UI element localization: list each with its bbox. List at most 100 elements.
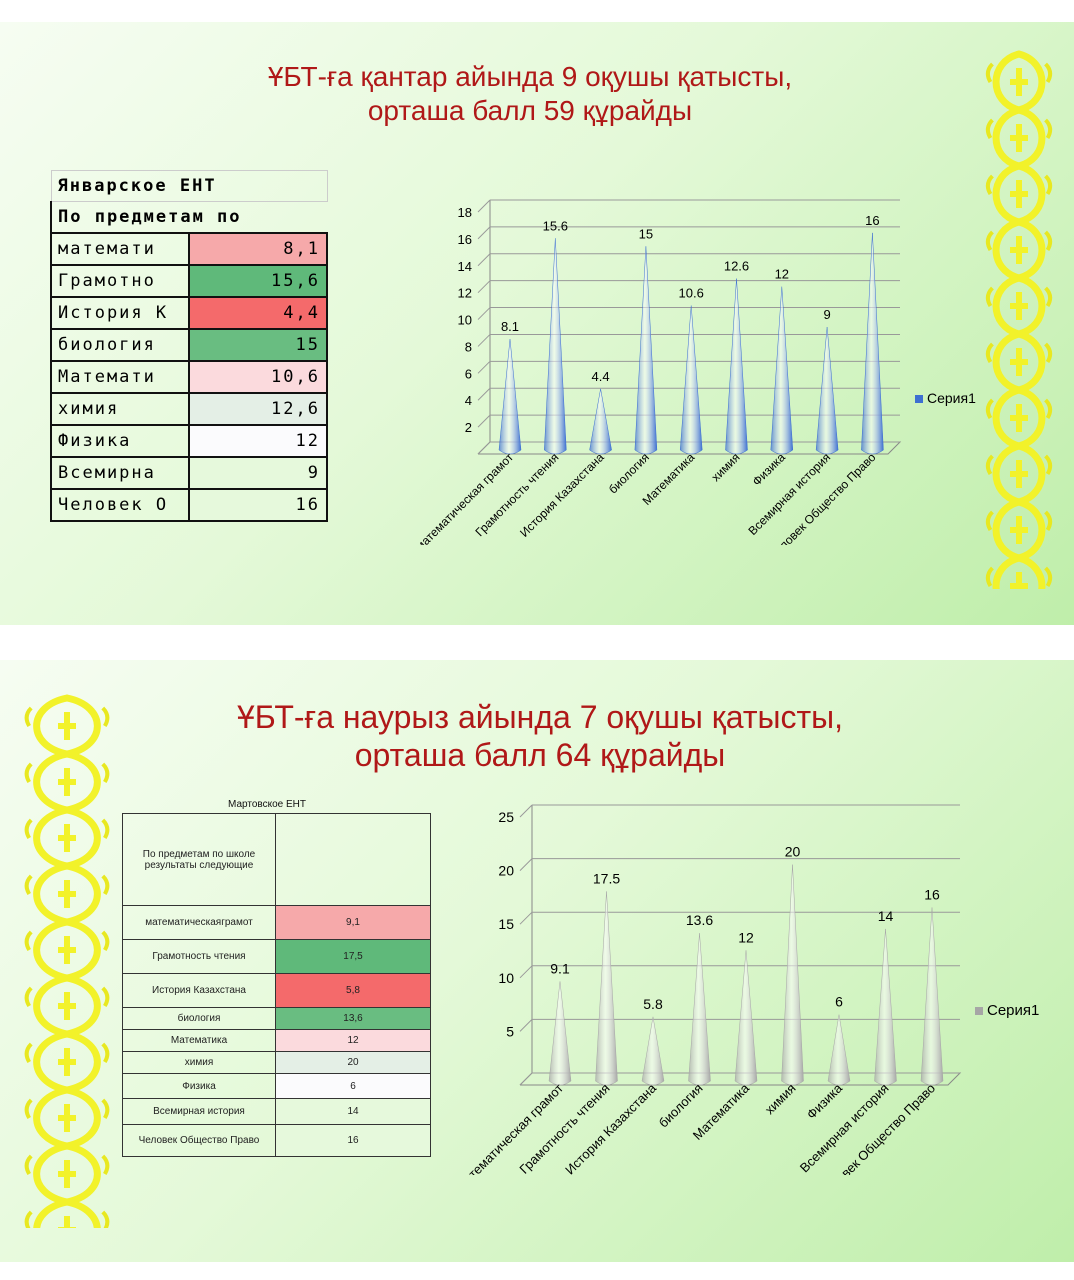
data-label: 12.6 bbox=[724, 259, 749, 274]
score-cell: 13,6 bbox=[275, 1007, 431, 1030]
table-caption: Мартовское ЕНТ bbox=[228, 799, 306, 810]
gridline-depth bbox=[519, 858, 533, 871]
gridline-depth bbox=[519, 911, 533, 925]
cone-bar bbox=[589, 388, 612, 455]
cone-bar bbox=[734, 950, 758, 1086]
cone-bar bbox=[874, 928, 897, 1086]
gridline-depth bbox=[519, 965, 533, 979]
data-label: 9 bbox=[823, 307, 830, 322]
y-tick-label: 16 bbox=[458, 232, 472, 247]
x-tick-label: биология bbox=[606, 450, 652, 496]
score-cell: 6 bbox=[275, 1073, 431, 1099]
x-tick-label: Всемирная история bbox=[745, 450, 833, 538]
gridline-depth bbox=[477, 253, 491, 267]
cone-bar bbox=[861, 232, 884, 455]
data-label: 15 bbox=[639, 226, 653, 241]
y-tick-label: 2 bbox=[465, 420, 472, 435]
data-label: 5.8 bbox=[643, 996, 663, 1012]
subject-cell: История К bbox=[50, 296, 190, 330]
score-cell: 17,5 bbox=[275, 939, 431, 974]
table-row: Физика 12 bbox=[50, 424, 328, 458]
table-row: химия 12,6 bbox=[50, 392, 328, 426]
table-row: Математика 12 bbox=[122, 1029, 431, 1052]
table-row: Всемирная история 14 bbox=[122, 1098, 431, 1125]
score-cell: 20 bbox=[275, 1051, 431, 1074]
gridline-depth bbox=[477, 226, 491, 240]
cone-bar bbox=[770, 286, 794, 455]
data-label: 9.1 bbox=[550, 960, 570, 976]
score-cell: 15 bbox=[188, 328, 328, 362]
x-tick-label: математическая грамот bbox=[454, 1080, 566, 1175]
x-tick-label: математическая грамот bbox=[413, 450, 517, 545]
cone-bar bbox=[544, 238, 567, 455]
score-cell: 14 bbox=[275, 1098, 431, 1125]
subject-cell: Физика bbox=[50, 424, 190, 458]
score-cell: 16 bbox=[188, 488, 328, 522]
x-tick-label: Физика bbox=[750, 450, 789, 489]
table-row: Всемирна 9 bbox=[50, 456, 328, 490]
score-cell: 12 bbox=[188, 424, 328, 458]
cone-bar bbox=[781, 864, 804, 1086]
table-row: История К 4,4 bbox=[50, 296, 328, 330]
slide-march: ҰБТ-ға наурыз айында 7 оқушы қатысты, ор… bbox=[0, 660, 1074, 1262]
subject-cell: биология bbox=[122, 1007, 276, 1030]
data-label: 12 bbox=[738, 929, 754, 945]
data-label: 14 bbox=[878, 908, 894, 924]
table-row: биология 15 bbox=[50, 328, 328, 362]
table-subheader: По предметам по bbox=[50, 201, 327, 234]
x-tick-label: химия bbox=[762, 1081, 799, 1118]
cone-bar bbox=[815, 326, 839, 455]
title-line: орташа балл 59 құрайды bbox=[367, 94, 693, 126]
y-tick-label: 18 bbox=[458, 205, 472, 220]
score-cell: 4,4 bbox=[188, 296, 328, 330]
subject-cell: математическаяграмот bbox=[122, 905, 276, 940]
legend-label: Серия1 bbox=[987, 1002, 1039, 1019]
cone-bar bbox=[920, 907, 944, 1086]
gridline-depth bbox=[519, 1019, 533, 1032]
cone-bar bbox=[641, 1016, 665, 1086]
data-label: 17.5 bbox=[593, 870, 620, 886]
data-label: 8.1 bbox=[501, 319, 519, 334]
score-cell: 16 bbox=[275, 1124, 431, 1157]
y-tick-label: 20 bbox=[498, 863, 514, 879]
x-tick-label: Грамотность чтения bbox=[472, 450, 561, 539]
y-tick-label: 14 bbox=[458, 259, 472, 274]
table-row: История Казахстана 5,8 bbox=[122, 973, 431, 1008]
slide-title: ҰБТ-ға қантар айында 9 оқушы қатысты, ор… bbox=[180, 60, 880, 127]
title-line: орташа балл 64 құрайды bbox=[354, 737, 726, 774]
legend-swatch bbox=[975, 1007, 983, 1015]
table-row: химия 20 bbox=[122, 1051, 431, 1074]
cone-bar bbox=[827, 1014, 851, 1086]
gridline-depth bbox=[477, 414, 491, 428]
cone-bar bbox=[634, 246, 658, 455]
subject-cell: химия bbox=[50, 392, 190, 426]
x-tick-label: История Казахстана bbox=[517, 450, 607, 540]
gridline-depth bbox=[477, 280, 491, 294]
gridline-depth bbox=[519, 804, 533, 818]
ornament-border bbox=[985, 50, 1053, 589]
score-cell: 15,6 bbox=[188, 264, 328, 298]
slide-title: ҰБТ-ға наурыз айында 7 оқушы қатысты, ор… bbox=[130, 698, 950, 775]
gridline-depth bbox=[477, 360, 491, 374]
y-tick-label: 5 bbox=[506, 1023, 514, 1039]
score-cell: 9 bbox=[188, 456, 328, 490]
gridline-depth bbox=[477, 441, 491, 455]
gridline-depth bbox=[519, 1072, 533, 1086]
table-row: биология 13,6 bbox=[122, 1007, 431, 1030]
cone-bar bbox=[548, 981, 572, 1086]
cone-chart-january: 2 4 6 8 10 12 14 16 18 8.1 математическая грамот 15… bbox=[413, 199, 976, 545]
y-tick-label: 10 bbox=[498, 970, 514, 986]
subject-cell: Математи bbox=[50, 360, 190, 394]
x-tick-label: Физика bbox=[804, 1080, 846, 1122]
table-row: Физика 6 bbox=[122, 1073, 431, 1099]
table-row: математи 8,1 bbox=[50, 232, 328, 266]
x-tick-label: История Казахстана bbox=[562, 1080, 660, 1175]
y-tick-label: 25 bbox=[498, 809, 514, 825]
data-label: 4.4 bbox=[592, 369, 610, 384]
data-label: 16 bbox=[865, 213, 879, 228]
table-row: Грамотно 15,6 bbox=[50, 264, 328, 298]
gridline-depth bbox=[477, 199, 491, 213]
score-cell: 9,1 bbox=[275, 905, 431, 940]
score-cell: 12,6 bbox=[188, 392, 328, 426]
cone-chart-march: 5 10 15 20 25 9.1 математическая грамот 17.5 Гра… bbox=[454, 804, 1039, 1175]
